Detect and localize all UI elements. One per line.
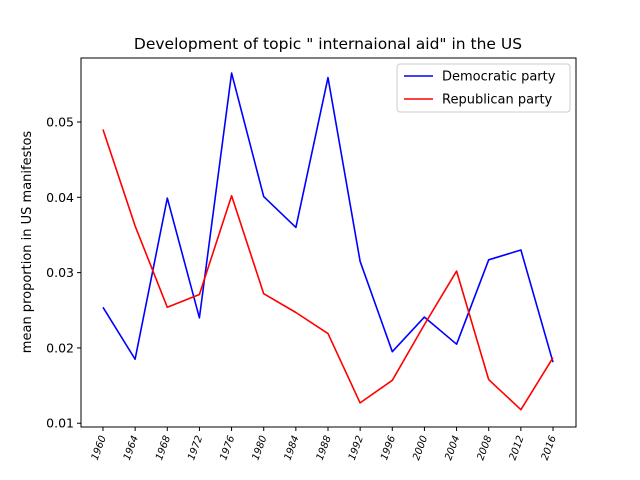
series-line-democratic	[102, 72, 554, 363]
x-tick-label: 2000	[411, 434, 430, 462]
plot-area	[80, 57, 577, 428]
x-tick-label: 1976	[218, 434, 237, 462]
x-tick-label: 2004	[443, 434, 462, 462]
y-tick-label: 0.03	[46, 265, 74, 280]
x-tick-label: 2016	[540, 434, 559, 462]
x-tick-label: 1964	[122, 434, 141, 462]
y-tick-label: 0.04	[46, 190, 74, 205]
y-tick-label: 0.02	[46, 340, 74, 355]
legend-label: Republican party	[442, 93, 553, 108]
series-line-republican	[102, 129, 554, 411]
y-tick-label: 0.05	[46, 115, 74, 130]
x-tick-label: 1972	[186, 434, 205, 462]
x-tick-label: 2012	[508, 434, 527, 462]
y-axis-label: mean proportion in US manifestos	[20, 131, 35, 354]
x-tick-label: 1992	[347, 434, 366, 462]
x-tick-label: 1960	[90, 434, 109, 462]
x-tick-label: 1988	[315, 434, 334, 462]
x-tick-label: 2008	[475, 434, 494, 462]
y-tick-label: 0.01	[46, 416, 74, 431]
series-layer	[102, 72, 554, 411]
chart-title: Development of topic " internaional aid"…	[134, 35, 522, 53]
x-tick-label: 1996	[379, 434, 398, 462]
legend-label: Democratic party	[442, 70, 556, 85]
x-tick-label: 1984	[283, 434, 302, 462]
x-tick-label: 1968	[154, 434, 173, 462]
legend-box	[396, 63, 571, 113]
legend: Democratic party Republican party	[396, 63, 571, 113]
x-tick-label: 1980	[250, 434, 269, 462]
axes-layer: 0.01 0.02 0.03 0.04 0.05 1960 1964 1968 1972 1976…	[46, 115, 559, 462]
